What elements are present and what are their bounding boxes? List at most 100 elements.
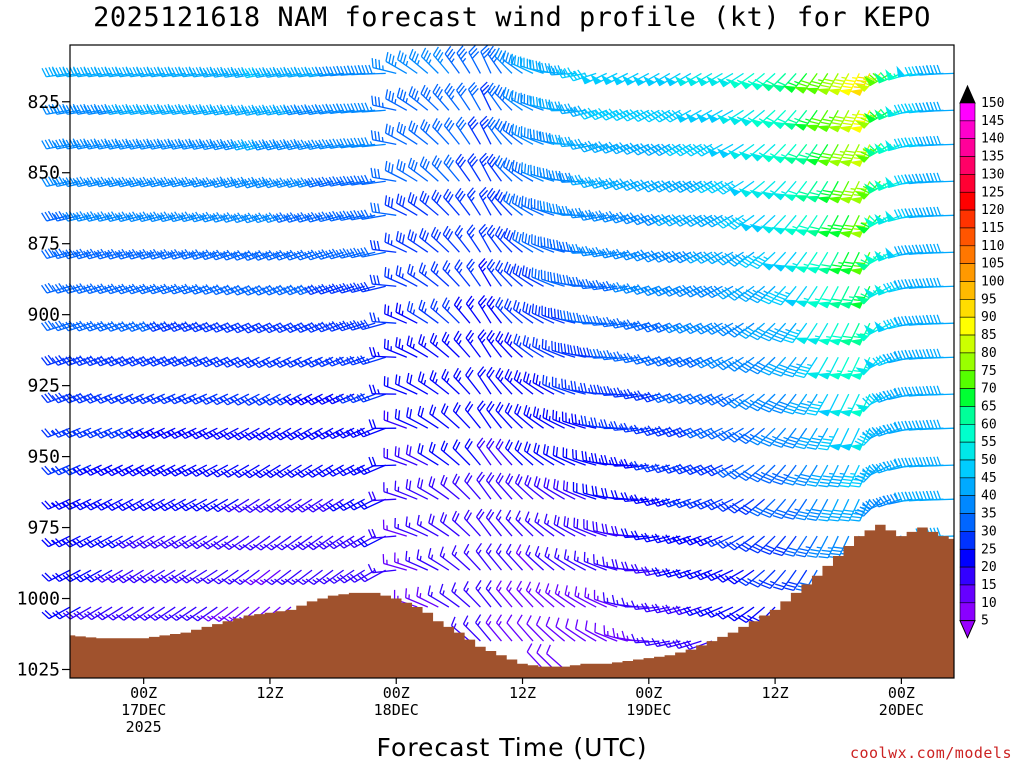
- barb-full: [181, 67, 188, 77]
- barb-full: [174, 104, 181, 114]
- barb-half: [53, 179, 58, 185]
- barb-full: [54, 249, 62, 258]
- barb-full: [149, 467, 158, 475]
- barb-full: [104, 103, 110, 113]
- barb-full: [125, 396, 133, 405]
- barb-half: [232, 252, 237, 257]
- barb-full: [205, 356, 213, 365]
- barb-full: [233, 140, 241, 150]
- barb-full: [139, 177, 146, 187]
- barb-full: [160, 574, 169, 582]
- wind-barbs-layer: [41, 44, 955, 670]
- barb-full: [114, 138, 121, 148]
- barb-full: [47, 354, 55, 364]
- barb-full: [114, 396, 123, 405]
- barb-full: [233, 178, 241, 188]
- barb-full: [237, 284, 245, 293]
- barb-half: [211, 252, 216, 257]
- barb-full: [147, 614, 156, 621]
- barb-full: [167, 396, 175, 405]
- barb-full: [241, 141, 248, 151]
- barb-full: [223, 140, 230, 150]
- barb-full: [181, 284, 188, 294]
- barb-full: [118, 105, 125, 115]
- barb-full: [198, 324, 207, 333]
- barb-full: [167, 503, 176, 512]
- barb-full: [213, 67, 219, 77]
- barb-full: [86, 284, 94, 293]
- barb-half: [185, 615, 191, 620]
- barb-full: [543, 237, 546, 247]
- barb-full: [202, 212, 209, 222]
- barb-full: [100, 248, 107, 258]
- barb-full: [191, 322, 199, 331]
- barb-full: [135, 138, 142, 148]
- barb-full: [76, 610, 85, 619]
- barb-full: [181, 394, 189, 403]
- barb-half: [64, 251, 69, 257]
- barb-full: [93, 468, 102, 476]
- barb-full: [167, 323, 175, 332]
- barb-full: [247, 212, 255, 221]
- barb-half: [201, 180, 205, 185]
- barb-staff: [229, 569, 250, 585]
- barb-full: [132, 139, 139, 149]
- barb-full: [149, 429, 158, 438]
- barb-full: [153, 104, 160, 114]
- barb-full: [160, 357, 168, 366]
- barb-full: [142, 104, 149, 114]
- barb-full: [215, 321, 224, 330]
- barb-full: [160, 67, 167, 77]
- barb-full: [41, 177, 48, 187]
- barb-half: [228, 616, 234, 621]
- barb-full: [128, 501, 137, 510]
- barb-full: [221, 578, 230, 585]
- barb-half: [180, 251, 184, 257]
- wind-barb: [199, 464, 229, 478]
- barb-full: [220, 470, 229, 478]
- barb-staff: [239, 569, 260, 586]
- barb-half: [155, 396, 161, 402]
- barb-full: [86, 356, 94, 365]
- barb-full: [220, 66, 226, 76]
- barb-full: [111, 176, 118, 186]
- barb-full: [160, 105, 167, 115]
- barb-staff: [123, 606, 145, 621]
- barb-full: [58, 282, 65, 292]
- barb-full: [89, 355, 97, 364]
- barb-half: [127, 214, 132, 220]
- wind-barb: [147, 606, 176, 621]
- barb-full: [164, 66, 170, 77]
- barb-full: [156, 103, 163, 113]
- barb-full: [223, 503, 232, 511]
- wind-barb: [104, 569, 134, 584]
- barb-full: [566, 481, 569, 492]
- barb-full: [97, 611, 106, 619]
- barb-full: [160, 284, 167, 294]
- barb-full: [240, 139, 247, 148]
- barb-full: [216, 104, 223, 114]
- barb-full: [213, 468, 221, 476]
- barb-full: [146, 323, 154, 332]
- barb-full: [79, 283, 86, 292]
- barb-full: [135, 323, 143, 332]
- barb-full: [234, 469, 243, 477]
- barb-full: [160, 177, 167, 187]
- barb-full: [170, 249, 178, 259]
- barb-half: [61, 430, 66, 436]
- barb-full: [174, 66, 181, 77]
- barb-staff: [238, 427, 260, 441]
- barb-full: [146, 213, 153, 222]
- barb-half: [122, 614, 127, 619]
- wind-barb: [168, 535, 197, 549]
- barb-full: [149, 284, 157, 294]
- barb-full: [72, 178, 79, 187]
- barb-full: [167, 431, 176, 439]
- barb-full: [86, 105, 93, 115]
- barb-half: [138, 179, 142, 185]
- barb-full: [142, 355, 150, 364]
- barb-full: [212, 430, 221, 439]
- barb-half: [177, 431, 182, 436]
- barb-full: [149, 539, 158, 547]
- barb-full: [44, 393, 52, 402]
